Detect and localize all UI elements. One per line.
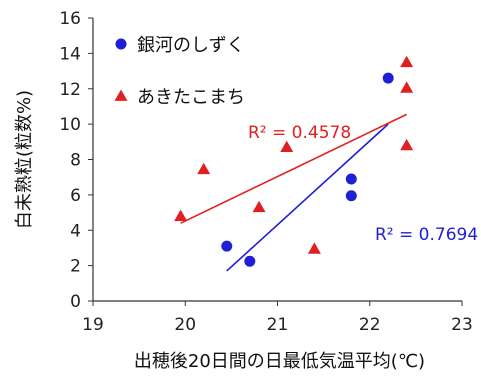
y-tick-label: 10	[59, 115, 81, 135]
x-tick-label: 20	[174, 315, 196, 335]
data-point-triangle	[400, 55, 414, 68]
axes: 0 2 4 6 8 10 12 14 16 19 20 21 22 23	[59, 9, 472, 335]
x-tick-label: 21	[267, 315, 289, 335]
data-point-triangle	[400, 138, 414, 151]
x-tick-label: 23	[451, 315, 473, 335]
data-point-triangle	[252, 200, 266, 213]
data-point-triangle	[280, 140, 294, 152]
y-tick-label: 0	[70, 292, 81, 312]
data-point-triangle	[307, 242, 321, 254]
x-tick-label: 22	[359, 315, 381, 335]
data-point-circle	[345, 173, 357, 185]
y-tick-label: 16	[59, 9, 81, 29]
data-point-circle	[244, 255, 256, 267]
y-tick-label: 12	[59, 80, 81, 100]
x-tick-label: 19	[82, 315, 104, 335]
trendline-1	[180, 113, 407, 224]
data-points	[174, 55, 414, 267]
x-axis-title: 出穂後20日間の日最低気温平均(℃)	[134, 351, 425, 372]
legend-marker-circle	[115, 38, 127, 50]
trendlines	[180, 113, 407, 272]
y-tick-label: 6	[70, 186, 81, 206]
data-point-triangle	[197, 162, 211, 175]
r2-label: R² = 0.7694	[375, 225, 478, 245]
labels: 出穂後20日間の日最低気温平均(℃) 白未熟粒(粒数%) 銀河のしずく R² = 0.…	[14, 35, 478, 372]
y-tick-label: 14	[59, 44, 81, 64]
legend-label: 銀河のしずく	[137, 35, 245, 56]
data-point-triangle	[400, 81, 414, 93]
data-point-circle	[345, 190, 357, 202]
trendline-0	[226, 123, 389, 272]
data-point-triangle	[174, 209, 188, 221]
y-tick-label: 2	[70, 257, 81, 277]
r2-label: R² = 0.4578	[248, 123, 351, 143]
y-tick-label: 8	[70, 151, 81, 171]
legend-label: あきたこまち	[137, 87, 245, 108]
data-point-circle	[382, 72, 394, 84]
y-tick-label: 4	[70, 221, 81, 241]
data-point-circle	[221, 240, 233, 252]
legend-marker-triangle	[114, 89, 128, 101]
y-axis-title: 白未熟粒(粒数%)	[14, 90, 35, 229]
